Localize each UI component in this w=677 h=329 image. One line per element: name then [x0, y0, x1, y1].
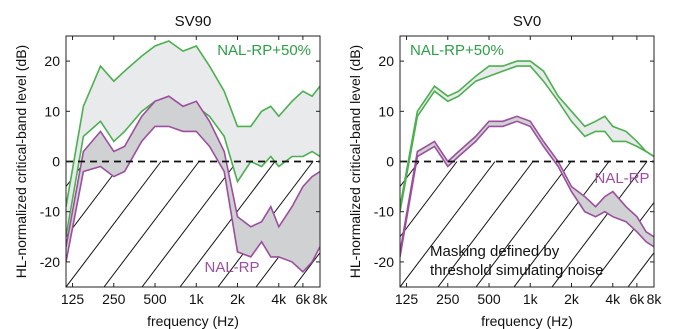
x-tick-label: 500 — [477, 291, 501, 307]
hatch-line — [66, 161, 162, 287]
y-tick-label: 20 — [44, 53, 60, 69]
chart-title: SV90 — [175, 13, 212, 30]
y-axis: -20 -10 0 10 20 — [40, 53, 320, 270]
x-tick-label: 1k — [189, 291, 205, 307]
hatch-line — [400, 161, 458, 238]
hatch-line — [551, 161, 648, 287]
band-upper-nal-rp — [66, 95, 320, 247]
hatch-line — [666, 162, 677, 288]
x-tick-label: 4k — [605, 291, 621, 307]
y-tick-label: 0 — [386, 154, 394, 170]
x-tick-label: 250 — [102, 291, 126, 307]
bands — [66, 40, 320, 274]
hatch-line — [400, 161, 496, 287]
hatch-line — [437, 161, 534, 287]
x-tick-label: 125 — [395, 291, 419, 307]
hatch-line — [0, 162, 9, 288]
hatch-line — [103, 161, 200, 287]
x-axis: 125 250 500 1k 2k 4k 6k 8k — [395, 36, 663, 307]
y-tick-label: 10 — [378, 103, 394, 119]
y-axis-label: HL-normalized critical-band level (dB) — [347, 45, 363, 278]
band-lower-nal-rp-50 — [400, 65, 654, 212]
y-tick-label: 10 — [44, 103, 60, 119]
y-axis-label: HL-normalized critical-band level (dB) — [13, 45, 29, 278]
x-tick-label: 250 — [436, 291, 460, 307]
y-tick-label: 0 — [52, 154, 60, 170]
chart-title: SV0 — [513, 13, 541, 30]
hatch-line — [179, 161, 276, 287]
annotation-nal-rp-50: NAL-RP+50% — [410, 42, 504, 59]
annotation-nal-rp: NAL-RP — [204, 259, 259, 276]
chart-panel-sv90: 125 250 500 1k 2k 4k 6k 8k -20 -10 0 10 20 SV90 fre… — [0, 13, 329, 329]
band-upper-nal-rp-50 — [66, 40, 320, 207]
annotation-nal-rp: NAL-RP — [594, 170, 649, 187]
hatch-line — [293, 251, 320, 287]
annotation-masking-line-1: Masking defined by — [430, 243, 560, 260]
x-tick-label: 2k — [230, 291, 246, 307]
hatch-line — [627, 251, 654, 287]
y-tick-label: -10 — [40, 204, 60, 220]
band-upper-nal-rp-50 — [400, 60, 654, 207]
x-tick-label: 6k — [295, 291, 311, 307]
x-tick-label: 1k — [523, 291, 539, 307]
annotation-nal-rp-50: NAL-RP+50% — [217, 42, 311, 59]
annotation-masking-line-2: threshold simulating noise — [430, 262, 603, 279]
band-lower-nal-rp — [400, 120, 654, 258]
y-tick-label: -20 — [40, 254, 60, 270]
x-tick-label: 4k — [271, 291, 287, 307]
x-axis-label: frequency (Hz) — [481, 313, 573, 329]
y-tick-label: -20 — [374, 254, 394, 270]
hatch-line — [475, 161, 572, 287]
hatch-line — [141, 161, 238, 287]
x-tick-label: 500 — [143, 291, 167, 307]
hatch-line — [513, 161, 610, 287]
x-tick-label: 6k — [629, 291, 645, 307]
hatch-line — [400, 161, 420, 188]
x-tick-label: 125 — [61, 291, 85, 307]
bands — [400, 60, 654, 258]
hatch-line — [66, 161, 124, 238]
y-tick-label: -10 — [374, 204, 394, 220]
band-fill-nal-rp-50 — [66, 41, 320, 237]
band-upper-nal-rp — [400, 115, 654, 253]
chart-panel-sv0: 125 250 500 1k 2k 4k 6k 8k -20 -10 0 10 20 SV0 freq… — [347, 13, 677, 329]
band-lower-nal-rp-50 — [66, 100, 320, 237]
hatch-line — [66, 161, 86, 188]
masking-hatch — [400, 161, 677, 288]
x-tick-label: 8k — [647, 291, 663, 307]
band-lower-nal-rp — [66, 125, 320, 274]
y-axis: -20 -10 0 10 20 — [374, 53, 654, 270]
x-tick-label: 8k — [313, 291, 329, 307]
band-fill-nal-rp — [66, 96, 320, 272]
band-fill-nal-rp-50 — [400, 61, 654, 212]
x-axis-label: frequency (Hz) — [147, 313, 239, 329]
y-tick-label: 20 — [378, 53, 394, 69]
x-tick-label: 2k — [564, 291, 580, 307]
x-axis: 125 250 500 1k 2k 4k 6k 8k — [61, 36, 329, 307]
